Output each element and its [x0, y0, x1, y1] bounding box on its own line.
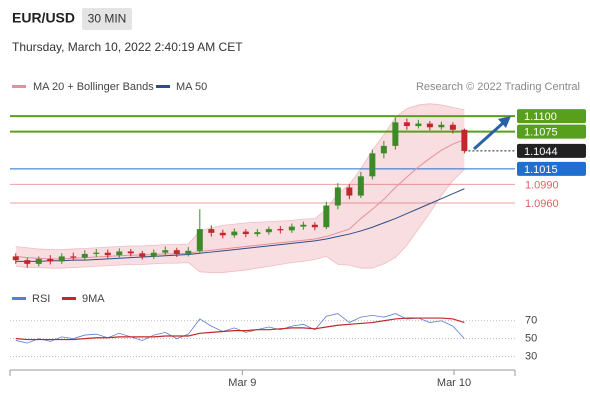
legend-label: 9MA [82, 293, 105, 305]
candle-body [311, 224, 318, 228]
candle-body [12, 256, 19, 261]
x-tick-label: Mar 9 [228, 377, 256, 389]
ma20-line [15, 139, 465, 260]
legend-label: MA 50 [176, 81, 207, 93]
level-label: 1.1100 [524, 111, 557, 123]
candle-body [323, 205, 330, 228]
candle-body [185, 250, 192, 254]
level-label: 1.1075 [524, 127, 558, 139]
candle-body [127, 251, 134, 254]
candle-body [231, 231, 238, 236]
ma50-line [15, 188, 465, 262]
candle-body [139, 253, 146, 257]
timeframe: 30 MIN [88, 12, 127, 26]
candle-body [58, 256, 65, 262]
level-label: 1.1015 [524, 164, 558, 176]
candle-body [116, 251, 123, 256]
candle-body [162, 250, 169, 253]
legend-swatch [62, 297, 76, 300]
candle-body [300, 224, 307, 227]
timestamp: Thursday, March 10, 2022 2:40:19 AM CET [12, 40, 243, 54]
candle-body [461, 129, 468, 151]
candle-body [93, 252, 100, 254]
candle-body [208, 229, 215, 233]
candle-body [415, 123, 422, 127]
candle-body [150, 252, 157, 257]
y-tick-label: 50 [525, 333, 537, 345]
level-box [517, 161, 586, 176]
candle-body [254, 232, 261, 235]
candle-body [173, 250, 180, 254]
legend-swatch [156, 85, 170, 88]
timeframe-button[interactable] [82, 8, 132, 30]
arrow-head [498, 116, 511, 128]
candle-body [392, 122, 399, 146]
rsi-line [15, 317, 465, 341]
level-box [517, 109, 586, 124]
candle-body [369, 153, 376, 177]
candle-body [426, 123, 433, 128]
y-tick-label: 70 [525, 315, 537, 327]
candle-body [380, 145, 387, 154]
bollinger-edge [15, 169, 465, 273]
candle-body [265, 229, 272, 233]
plot: 1.1100 1.1075 1.1044 1.1015 1.0990 1.0960 Mar … [10, 103, 586, 389]
legend-swatch [12, 85, 26, 88]
legend-label: RSI [32, 293, 50, 305]
candle-body [334, 187, 341, 206]
bollinger-band [15, 103, 465, 273]
y-tick-label: 30 [525, 350, 537, 362]
candle-body [357, 176, 364, 196]
candle-body [438, 124, 445, 128]
level-label: 1.0960 [525, 198, 559, 210]
candle-body [81, 253, 88, 258]
candle-body [196, 229, 203, 251]
candle-body [24, 260, 31, 264]
candle-body [277, 229, 284, 231]
symbol: EUR/USD [12, 10, 75, 26]
candle-body [449, 124, 456, 130]
legend-label: MA 20 + Bollinger Bands [33, 81, 154, 93]
bollinger-edge [15, 103, 465, 250]
level-label: 1.1044 [524, 146, 558, 158]
level-box [517, 143, 586, 158]
candle-body [35, 258, 42, 264]
arrow [472, 121, 505, 151]
candle-body [104, 252, 111, 256]
level-box [517, 124, 586, 139]
candle-body [219, 232, 226, 236]
candle-body [47, 258, 54, 262]
candle-body [70, 256, 77, 258]
candle-body [346, 187, 353, 196]
candle-body [403, 122, 410, 127]
candle-body [242, 231, 249, 235]
x-tick-label: Mar 10 [437, 377, 471, 389]
level-label: 1.0990 [525, 179, 559, 191]
legend-swatch [12, 297, 26, 300]
candle-body [288, 226, 295, 231]
credit: Research © 2022 Trading Central [416, 81, 580, 93]
